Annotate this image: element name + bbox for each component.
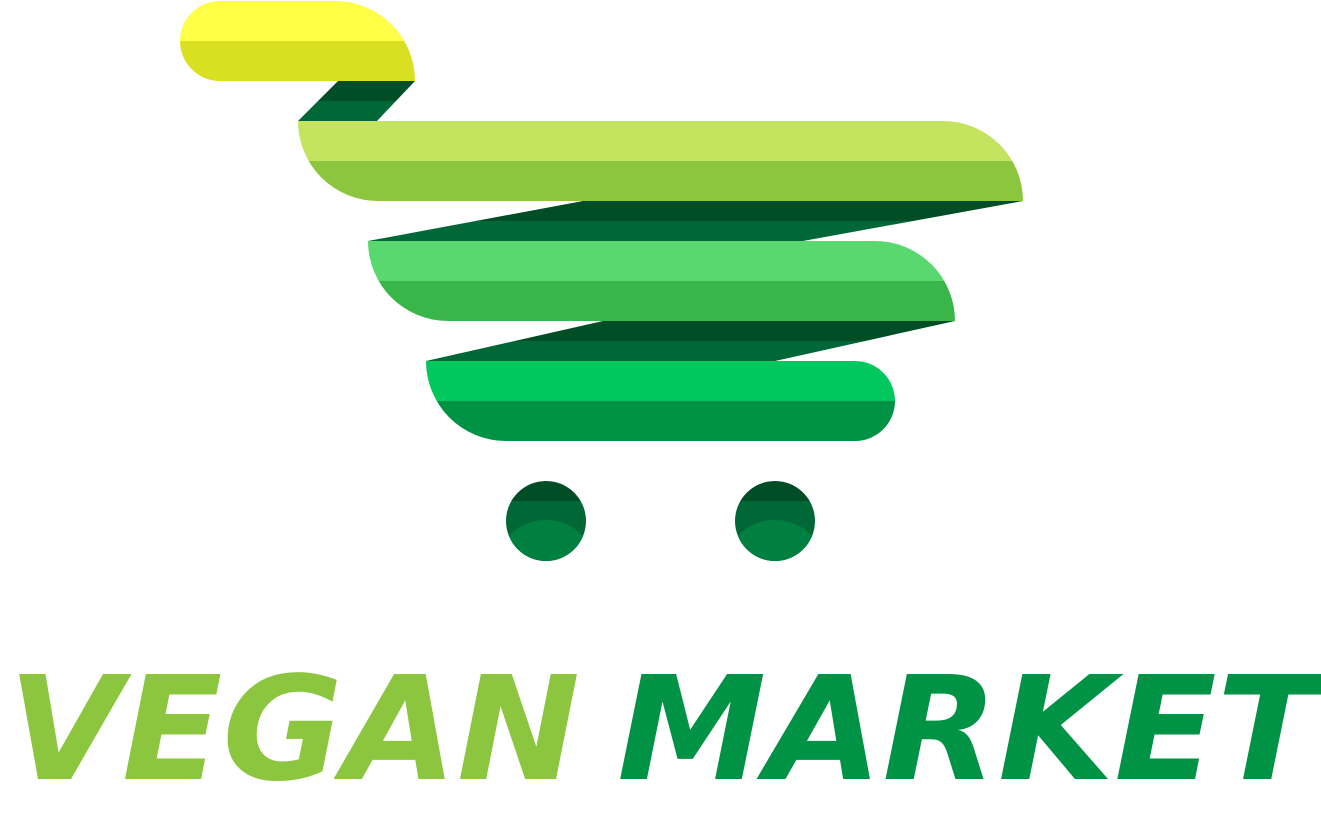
- cart-basket-bar-bottom: [426, 361, 895, 441]
- cart-strut-lower: [426, 321, 955, 361]
- cart-basket-bar-top: [298, 121, 1023, 201]
- cart-strut-upper: [298, 81, 415, 121]
- logo-wordmark: VEGAN MARKET: [8, 650, 1321, 800]
- cart-handle: [180, 1, 415, 81]
- cart-basket-bar-middle: [368, 241, 955, 321]
- cart-strut-middle: [368, 201, 1023, 241]
- wordmark-vegan: VEGAN: [8, 650, 580, 800]
- cart-wheel-left: [506, 481, 586, 561]
- cart-wheel-right: [735, 481, 815, 561]
- wordmark-market: MARKET: [617, 650, 1321, 800]
- shopping-cart-icon: [180, 1, 1023, 561]
